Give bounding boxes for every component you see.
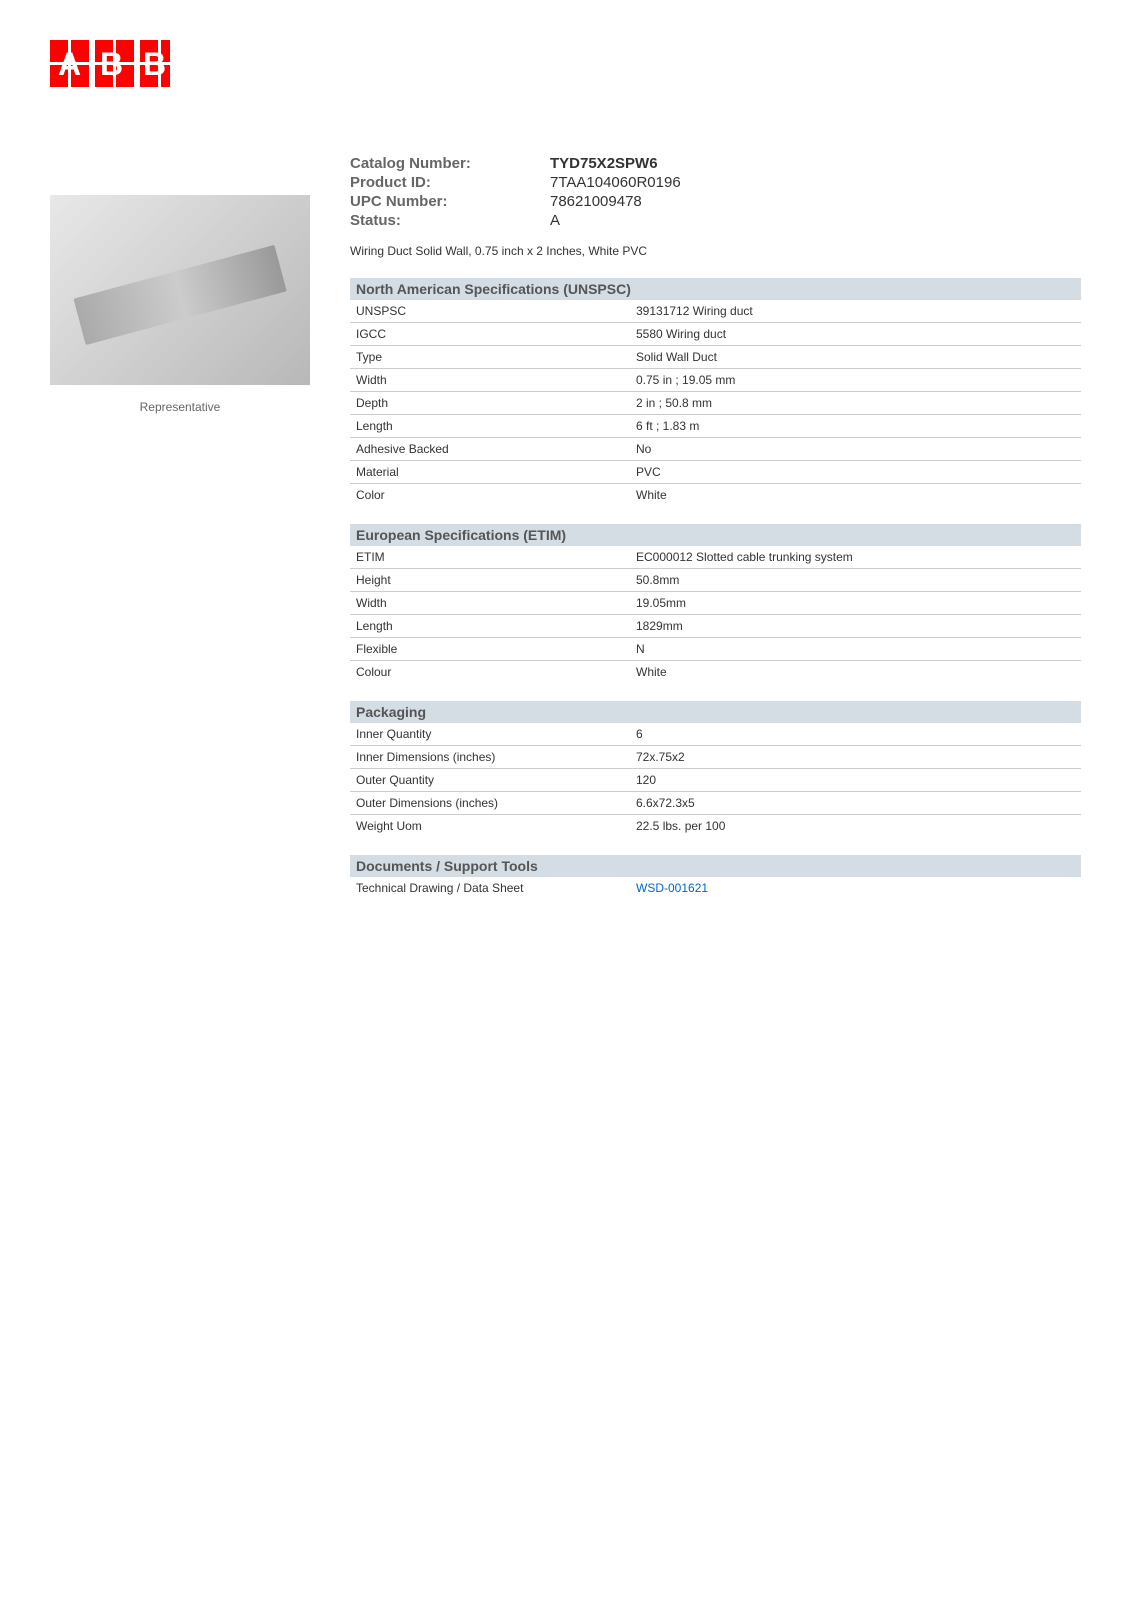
table-value: EC000012 Slotted cable trunking system xyxy=(630,546,1081,569)
table-value: 1829mm xyxy=(630,615,1081,638)
table-row: TypeSolid Wall Duct xyxy=(350,346,1081,369)
table-value: 19.05mm xyxy=(630,592,1081,615)
table-value: 39131712 Wiring duct xyxy=(630,300,1081,323)
product-image xyxy=(50,195,310,385)
representative-label: Representative xyxy=(50,400,310,414)
table-value: 5580 Wiring duct xyxy=(630,323,1081,346)
spec-value: TYD75X2SPW6 xyxy=(550,155,658,172)
table-value: Solid Wall Duct xyxy=(630,346,1081,369)
table-label: Inner Dimensions (inches) xyxy=(350,746,630,769)
table-row: Length6 ft ; 1.83 m xyxy=(350,415,1081,438)
table-label: Weight Uom xyxy=(350,815,630,838)
table-label: Adhesive Backed xyxy=(350,438,630,461)
table-row: Technical Drawing / Data Sheet WSD-00162… xyxy=(350,877,1081,899)
table-value: 22.5 lbs. per 100 xyxy=(630,815,1081,838)
table-value: 120 xyxy=(630,769,1081,792)
table-row: ColorWhite xyxy=(350,484,1081,507)
table-label: Length xyxy=(350,415,630,438)
spec-row: Product ID: 7TAA104060R0196 xyxy=(350,174,1081,191)
spec-row: Status: A xyxy=(350,212,1081,229)
section-header: North American Specifications (UNSPSC) xyxy=(350,278,1081,300)
abb-logo: A B B xyxy=(50,40,170,90)
section-header: Packaging xyxy=(350,701,1081,723)
table-row: Adhesive BackedNo xyxy=(350,438,1081,461)
table-label: Inner Quantity xyxy=(350,723,630,746)
table-value: N xyxy=(630,638,1081,661)
table-label: ETIM xyxy=(350,546,630,569)
table-value: PVC xyxy=(630,461,1081,484)
table-label: Material xyxy=(350,461,630,484)
svg-text:A: A xyxy=(58,46,81,82)
table-value: White xyxy=(630,661,1081,684)
table-label: Color xyxy=(350,484,630,507)
table-row: FlexibleN xyxy=(350,638,1081,661)
product-description: Wiring Duct Solid Wall, 0.75 inch x 2 In… xyxy=(350,244,1081,258)
table-label: Type xyxy=(350,346,630,369)
table-row: Weight Uom22.5 lbs. per 100 xyxy=(350,815,1081,838)
na-specs-table: UNSPSC39131712 Wiring duct IGCC5580 Wiri… xyxy=(350,300,1081,506)
table-row: UNSPSC39131712 Wiring duct xyxy=(350,300,1081,323)
spec-label: Status: xyxy=(350,212,550,229)
spec-value: 7TAA104060R0196 xyxy=(550,174,681,191)
spec-row: UPC Number: 78621009478 xyxy=(350,193,1081,210)
table-value: No xyxy=(630,438,1081,461)
table-row: Width0.75 in ; 19.05 mm xyxy=(350,369,1081,392)
table-row: ColourWhite xyxy=(350,661,1081,684)
document-link[interactable]: WSD-001621 xyxy=(636,881,708,895)
header-specs: Catalog Number: TYD75X2SPW6 Product ID: … xyxy=(350,155,1081,229)
table-row: ETIMEC000012 Slotted cable trunking syst… xyxy=(350,546,1081,569)
logo-container: A B B xyxy=(50,40,1081,95)
documents-table: Technical Drawing / Data Sheet WSD-00162… xyxy=(350,877,1081,899)
spec-label: Catalog Number: xyxy=(350,155,550,172)
table-row: MaterialPVC xyxy=(350,461,1081,484)
table-row: Length1829mm xyxy=(350,615,1081,638)
table-row: Inner Dimensions (inches)72x.75x2 xyxy=(350,746,1081,769)
table-label: Length xyxy=(350,615,630,638)
table-label: Outer Quantity xyxy=(350,769,630,792)
right-column: Catalog Number: TYD75X2SPW6 Product ID: … xyxy=(350,155,1081,917)
table-label: Width xyxy=(350,592,630,615)
eu-specs-table: ETIMEC000012 Slotted cable trunking syst… xyxy=(350,546,1081,683)
section-header: European Specifications (ETIM) xyxy=(350,524,1081,546)
table-label: Outer Dimensions (inches) xyxy=(350,792,630,815)
table-label: Height xyxy=(350,569,630,592)
table-label: Colour xyxy=(350,661,630,684)
table-value: White xyxy=(630,484,1081,507)
table-value: WSD-001621 xyxy=(630,877,1081,899)
section-header: Documents / Support Tools xyxy=(350,855,1081,877)
spec-label: UPC Number: xyxy=(350,193,550,210)
table-label: IGCC xyxy=(350,323,630,346)
table-row: Outer Quantity120 xyxy=(350,769,1081,792)
spec-value: 78621009478 xyxy=(550,193,642,210)
table-label: Width xyxy=(350,369,630,392)
main-container: Representative Catalog Number: TYD75X2SP… xyxy=(50,155,1081,917)
table-label: Technical Drawing / Data Sheet xyxy=(350,877,630,899)
table-row: Outer Dimensions (inches)6.6x72.3x5 xyxy=(350,792,1081,815)
table-row: IGCC5580 Wiring duct xyxy=(350,323,1081,346)
table-label: Flexible xyxy=(350,638,630,661)
table-row: Height50.8mm xyxy=(350,569,1081,592)
table-value: 6.6x72.3x5 xyxy=(630,792,1081,815)
table-value: 6 xyxy=(630,723,1081,746)
table-row: Depth2 in ; 50.8 mm xyxy=(350,392,1081,415)
svg-text:B: B xyxy=(143,46,166,82)
table-label: Depth xyxy=(350,392,630,415)
table-value: 50.8mm xyxy=(630,569,1081,592)
table-row: Inner Quantity6 xyxy=(350,723,1081,746)
table-value: 0.75 in ; 19.05 mm xyxy=(630,369,1081,392)
packaging-table: Inner Quantity6 Inner Dimensions (inches… xyxy=(350,723,1081,837)
table-value: 6 ft ; 1.83 m xyxy=(630,415,1081,438)
svg-text:B: B xyxy=(100,46,123,82)
spec-label: Product ID: xyxy=(350,174,550,191)
table-value: 72x.75x2 xyxy=(630,746,1081,769)
spec-value: A xyxy=(550,212,560,229)
table-label: UNSPSC xyxy=(350,300,630,323)
left-column: Representative xyxy=(50,155,310,917)
table-row: Width19.05mm xyxy=(350,592,1081,615)
spec-row: Catalog Number: TYD75X2SPW6 xyxy=(350,155,1081,172)
table-value: 2 in ; 50.8 mm xyxy=(630,392,1081,415)
